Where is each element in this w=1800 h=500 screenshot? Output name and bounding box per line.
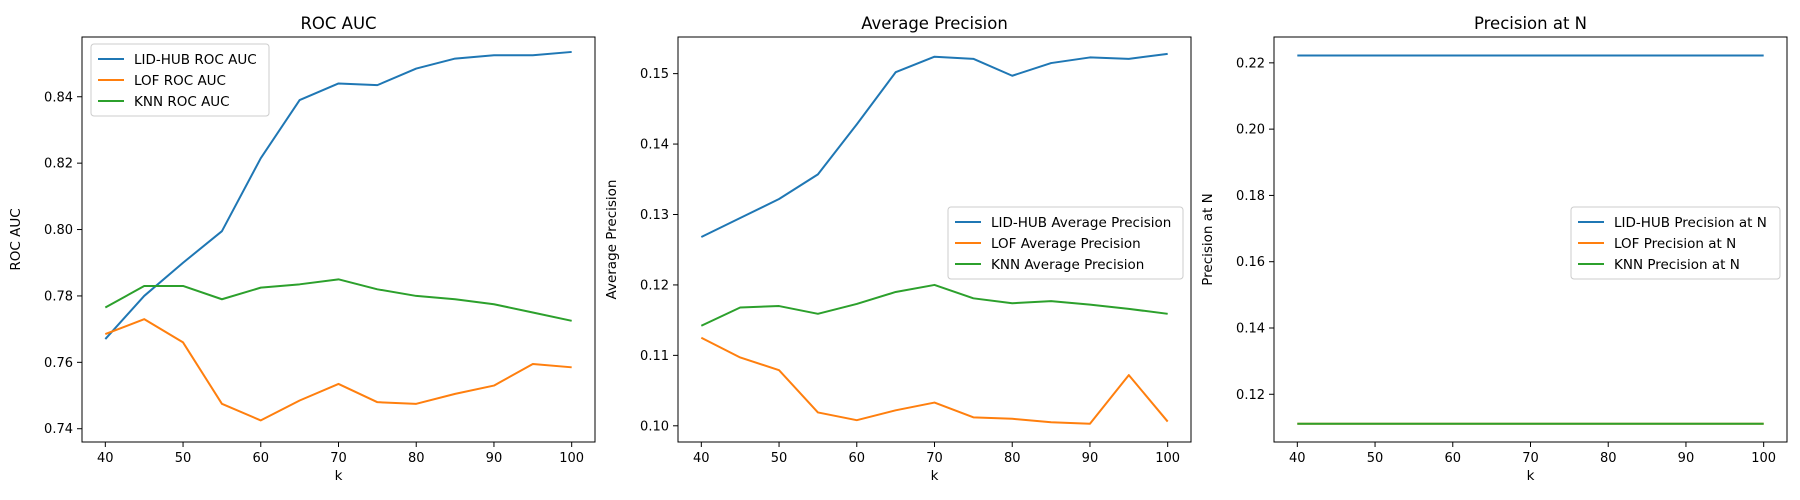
x-axis-label: k [1527, 468, 1535, 484]
x-tick-label: 70 [330, 451, 347, 466]
series-line-1 [104, 50, 572, 340]
series-line-2 [700, 336, 1169, 425]
y-tick-label: 0.80 [44, 223, 73, 238]
x-tick-label: 100 [559, 451, 584, 466]
y-tick-label: 0.16 [1236, 255, 1265, 270]
legend: LID-HUB Average Precision LOF Average Pre… [947, 206, 1184, 280]
x-tick-label: 40 [693, 451, 710, 466]
legend-entry: LID-HUB Precision at N [1614, 215, 1767, 231]
y-axis-label: ROC AUC [8, 208, 24, 270]
y-tick-label: 0.82 [44, 157, 73, 172]
legend-entry: LOF Average Precision [991, 236, 1141, 252]
y-tick-label: 0.12 [1236, 388, 1265, 403]
x-tick-label: 50 [1367, 451, 1384, 466]
x-tick-label: 60 [1444, 451, 1461, 466]
x-tick-label: 80 [1600, 451, 1617, 466]
legend: LID-HUB ROC AUC LOF ROC AUC KNN ROC AUC [90, 43, 270, 117]
series-line-3 [104, 278, 572, 322]
x-tick-label: 40 [1289, 451, 1306, 466]
x-tick-label: 90 [486, 451, 503, 466]
x-tick-label: 100 [1751, 451, 1776, 466]
y-tick-label: 0.74 [44, 422, 73, 437]
x-tick-label: 90 [1082, 451, 1099, 466]
x-axis-label: k [931, 468, 939, 484]
y-tick-label: 0.10 [640, 419, 669, 434]
y-tick-label: 0.22 [1236, 56, 1265, 71]
chart-title: Precision at N [1474, 14, 1587, 33]
y-tick-label: 0.11 [640, 349, 669, 364]
x-tick-label: 90 [1678, 451, 1695, 466]
legend: LID-HUB Precision at N LOF Precision at N… [1570, 206, 1781, 280]
x-tick-label: 60 [252, 451, 269, 466]
legend-entry: KNN ROC AUC [134, 94, 230, 110]
x-tick-label: 40 [97, 451, 114, 466]
chart-panel-2: Average Precision 40 50 60 70 80 90 100 0.10 0.11… [604, 14, 1192, 484]
y-tick-label: 0.78 [44, 289, 73, 304]
legend-entry: KNN Precision at N [1614, 257, 1740, 273]
series-line-1 [700, 52, 1168, 238]
x-tick-label: 100 [1155, 451, 1180, 466]
x-tick-label: 50 [771, 451, 788, 466]
legend-entry: LOF ROC AUC [134, 73, 226, 89]
x-axis-label: k [335, 468, 343, 484]
y-tick-label: 0.14 [1236, 321, 1265, 336]
y-tick-label: 0.14 [640, 138, 669, 153]
x-tick-label: 70 [926, 451, 943, 466]
chart-title: Average Precision [861, 14, 1008, 33]
chart-panel-1: ROC AUC 40 50 60 70 80 90 100 0.74 0.76 0.78 0.80 0.… [8, 14, 596, 484]
x-tick-label: 60 [848, 451, 865, 466]
y-axis-label: Average Precision [604, 180, 620, 300]
chart-panel-3: Precision at N 40 50 60 70 80 90 100 0.12 0.14 0.1… [1200, 14, 1788, 484]
y-tick-label: 0.76 [44, 356, 73, 371]
legend-box [90, 43, 270, 117]
series-line-2 [104, 318, 572, 422]
legend-box [1570, 206, 1781, 280]
x-tick-label: 50 [175, 451, 192, 466]
legend-entry: LOF Precision at N [1614, 236, 1736, 252]
y-tick-label: 0.15 [640, 67, 669, 82]
y-tick-label: 0.12 [640, 278, 669, 293]
x-tick-label: 80 [408, 451, 425, 466]
legend-box [947, 206, 1184, 280]
y-tick-label: 0.18 [1236, 189, 1265, 204]
y-tick-label: 0.13 [640, 208, 669, 223]
series-line-3 [700, 283, 1168, 327]
y-tick-label: 0.20 [1236, 123, 1265, 138]
x-tick-label: 80 [1004, 451, 1021, 466]
legend-entry: KNN Average Precision [991, 257, 1144, 273]
legend-entry: LID-HUB Average Precision [991, 215, 1171, 231]
y-axis-label: Precision at N [1200, 193, 1216, 285]
legend-entry: LID-HUB ROC AUC [134, 52, 257, 68]
x-tick-label: 70 [1522, 451, 1539, 466]
y-tick-label: 0.84 [44, 90, 73, 105]
chart-title: ROC AUC [300, 14, 376, 33]
